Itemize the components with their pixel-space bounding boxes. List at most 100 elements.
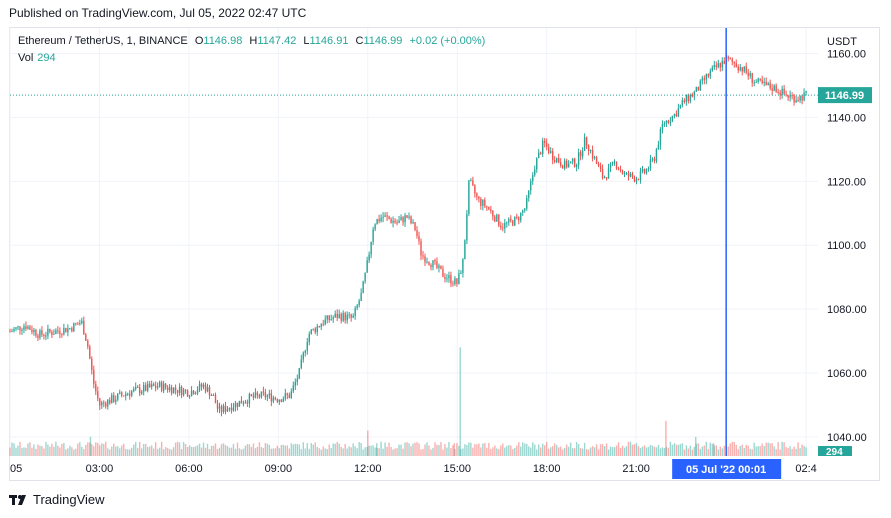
volume-bar: [705, 441, 708, 456]
volume-bar: [228, 447, 231, 456]
volume-bar: [75, 448, 77, 456]
candle-body: [733, 61, 735, 64]
candle-body: [314, 328, 316, 333]
volume-bar: [749, 448, 751, 456]
candle-body: [424, 256, 426, 263]
candle-body: [127, 393, 129, 395]
volume-bar: [244, 445, 247, 456]
volume-bar: [202, 442, 205, 456]
volume-bar: [180, 449, 183, 456]
volume-bar: [771, 443, 773, 456]
candle-body: [703, 78, 706, 80]
candle-body: [386, 215, 388, 217]
candle-body: [25, 326, 27, 329]
x-tick-label: 06:00: [175, 463, 203, 475]
candle-body: [456, 278, 458, 285]
candle-body: [162, 383, 165, 391]
candle-body: [101, 402, 103, 406]
volume-bar: [9, 447, 11, 456]
volume-bar: [37, 444, 39, 456]
volume-bar: [711, 443, 714, 456]
candle-body: [585, 137, 588, 146]
candle-body: [71, 328, 73, 332]
candle-body: [378, 219, 380, 222]
candle-body: [579, 152, 582, 157]
candle-body: [791, 95, 793, 97]
candle-body: [538, 152, 540, 159]
candle-body: [266, 395, 269, 398]
volume-bar: [603, 446, 606, 456]
candle-body: [747, 72, 749, 76]
x-tick-label: 09:00: [265, 463, 293, 475]
volume-bar: [210, 446, 213, 456]
candle-body: [156, 386, 159, 388]
candle-body: [504, 222, 506, 229]
volume-bar: [480, 447, 482, 456]
volume-bar: [741, 444, 743, 456]
volume-bar: [440, 442, 442, 456]
candle-body: [767, 83, 769, 86]
candle-body: [296, 378, 299, 382]
volume-bar: [506, 445, 508, 456]
volume-bar: [557, 447, 560, 456]
candle-body: [15, 327, 17, 329]
candle-body: [180, 386, 183, 396]
volume-bar: [547, 448, 550, 456]
candle-body: [524, 208, 526, 211]
candle-body: [226, 409, 229, 412]
volume-bar: [793, 446, 795, 456]
volume-bar: [384, 442, 386, 456]
candle-body: [184, 389, 187, 391]
candle-body: [787, 95, 789, 98]
close-label: C: [355, 35, 364, 47]
candle-body: [55, 330, 57, 334]
footer-brand[interactable]: TradingView: [9, 492, 105, 507]
candle-body: [729, 58, 731, 60]
candle-body: [605, 177, 608, 179]
volume-bar: [89, 442, 91, 456]
candle-body: [466, 213, 468, 241]
volume-bar: [208, 449, 211, 456]
volume-bar: [97, 442, 99, 456]
candle-body: [695, 86, 698, 92]
volume-bar: [797, 442, 799, 456]
volume-bar: [775, 449, 777, 456]
candle-body: [697, 86, 700, 91]
volume-value: 294: [37, 52, 56, 64]
volume-bar: [45, 441, 47, 456]
candle-body: [589, 150, 592, 152]
candle-body: [629, 173, 632, 177]
candle-body: [292, 385, 295, 392]
volume-bar: [33, 444, 35, 456]
y-tick-label: 1140.00: [827, 112, 866, 124]
candle-body: [599, 165, 602, 170]
volume-spike: [89, 436, 92, 456]
candle-body: [73, 323, 75, 332]
volume-bar: [132, 444, 135, 456]
candle-body: [545, 142, 548, 147]
volume-bar: [671, 444, 674, 456]
volume-bar: [29, 442, 31, 456]
candle-body: [43, 334, 45, 337]
volume-bar: [579, 448, 582, 456]
candle-body: [134, 387, 137, 389]
volume-bar: [540, 447, 542, 456]
volume-bar: [212, 445, 215, 456]
x-tick-label: 02:4: [795, 463, 816, 475]
candle-body: [480, 198, 482, 206]
volume-bar: [472, 447, 474, 456]
volume-bar: [184, 443, 187, 456]
volume-bar: [553, 443, 556, 456]
volume-bar: [174, 442, 177, 456]
candle-body: [168, 387, 171, 391]
candle-body: [442, 269, 444, 277]
candle-body: [53, 333, 55, 335]
volume-bar: [204, 447, 207, 456]
volume-bar: [254, 448, 257, 456]
volume-bar: [785, 446, 787, 456]
candle-body: [432, 260, 434, 268]
volume-bar: [637, 446, 640, 456]
volume-bar: [661, 447, 664, 456]
volume-bar: [224, 444, 227, 456]
